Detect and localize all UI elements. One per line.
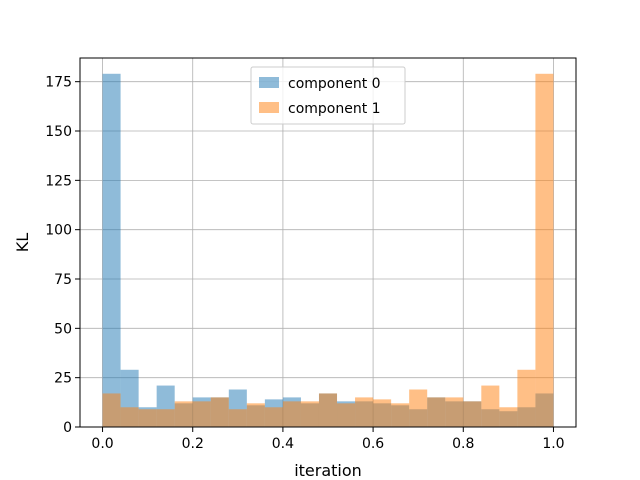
histogram-bar bbox=[102, 73, 121, 427]
y-tick-label: 150 bbox=[45, 124, 72, 140]
x-tick-label: 1.0 bbox=[542, 436, 564, 452]
legend-label-component-0: component 0 bbox=[288, 76, 381, 92]
histogram-bar bbox=[517, 369, 536, 427]
histogram-bar bbox=[499, 407, 518, 427]
x-axis-label: iteration bbox=[294, 461, 362, 480]
histogram-bar bbox=[391, 403, 410, 427]
y-tick-label: 75 bbox=[54, 272, 72, 288]
histogram-bar bbox=[156, 409, 175, 427]
x-tick-label: 0.8 bbox=[452, 436, 474, 452]
histogram-bar bbox=[373, 399, 392, 427]
plot-frame bbox=[79, 57, 577, 428]
legend-swatch-component-0 bbox=[259, 77, 279, 88]
y-tick-label: 100 bbox=[45, 223, 72, 239]
histogram-bar bbox=[481, 385, 500, 427]
y-tick-label: 0 bbox=[63, 420, 72, 436]
legend: component 0 component 1 bbox=[250, 66, 406, 125]
histogram-bar bbox=[192, 401, 211, 427]
bars bbox=[102, 73, 554, 427]
x-tick-label: 0.6 bbox=[362, 436, 384, 452]
ticks: 0.0 0.2 0.4 0.6 0.8 1.0 0 25 50 75 100 125 150 175 bbox=[45, 75, 564, 452]
histogram-bar bbox=[120, 407, 139, 427]
y-tick-label: 175 bbox=[45, 75, 72, 91]
histogram-bar bbox=[228, 409, 247, 427]
histogram-bar bbox=[282, 401, 301, 427]
histogram-bar bbox=[102, 393, 121, 427]
histogram-bar bbox=[535, 73, 554, 427]
x-tick-label: 0.4 bbox=[272, 436, 294, 452]
legend-box bbox=[250, 66, 406, 125]
histogram-bar bbox=[264, 407, 283, 427]
x-tick-label: 0.0 bbox=[91, 436, 113, 452]
histogram-bar bbox=[409, 389, 428, 427]
y-tick-label: 50 bbox=[54, 321, 72, 337]
histogram-bar bbox=[445, 397, 464, 427]
histogram-bar bbox=[427, 397, 446, 427]
histogram-bar bbox=[300, 401, 319, 427]
histogram-bar bbox=[355, 397, 374, 427]
y-axis-label: KL bbox=[13, 233, 32, 252]
histogram-bar bbox=[463, 401, 482, 427]
y-tick-label: 25 bbox=[54, 371, 72, 387]
histogram-bar bbox=[174, 401, 193, 427]
histogram-bar bbox=[210, 397, 229, 427]
histogram-bar bbox=[318, 393, 338, 427]
legend-label-component-1: component 1 bbox=[288, 101, 381, 117]
x-tick-label: 0.2 bbox=[182, 436, 204, 452]
legend-swatch-component-1 bbox=[259, 102, 279, 113]
histogram-bar bbox=[246, 403, 265, 427]
histogram-bar bbox=[337, 403, 356, 427]
y-tick-label: 125 bbox=[45, 173, 72, 189]
histogram-bar bbox=[138, 409, 157, 427]
